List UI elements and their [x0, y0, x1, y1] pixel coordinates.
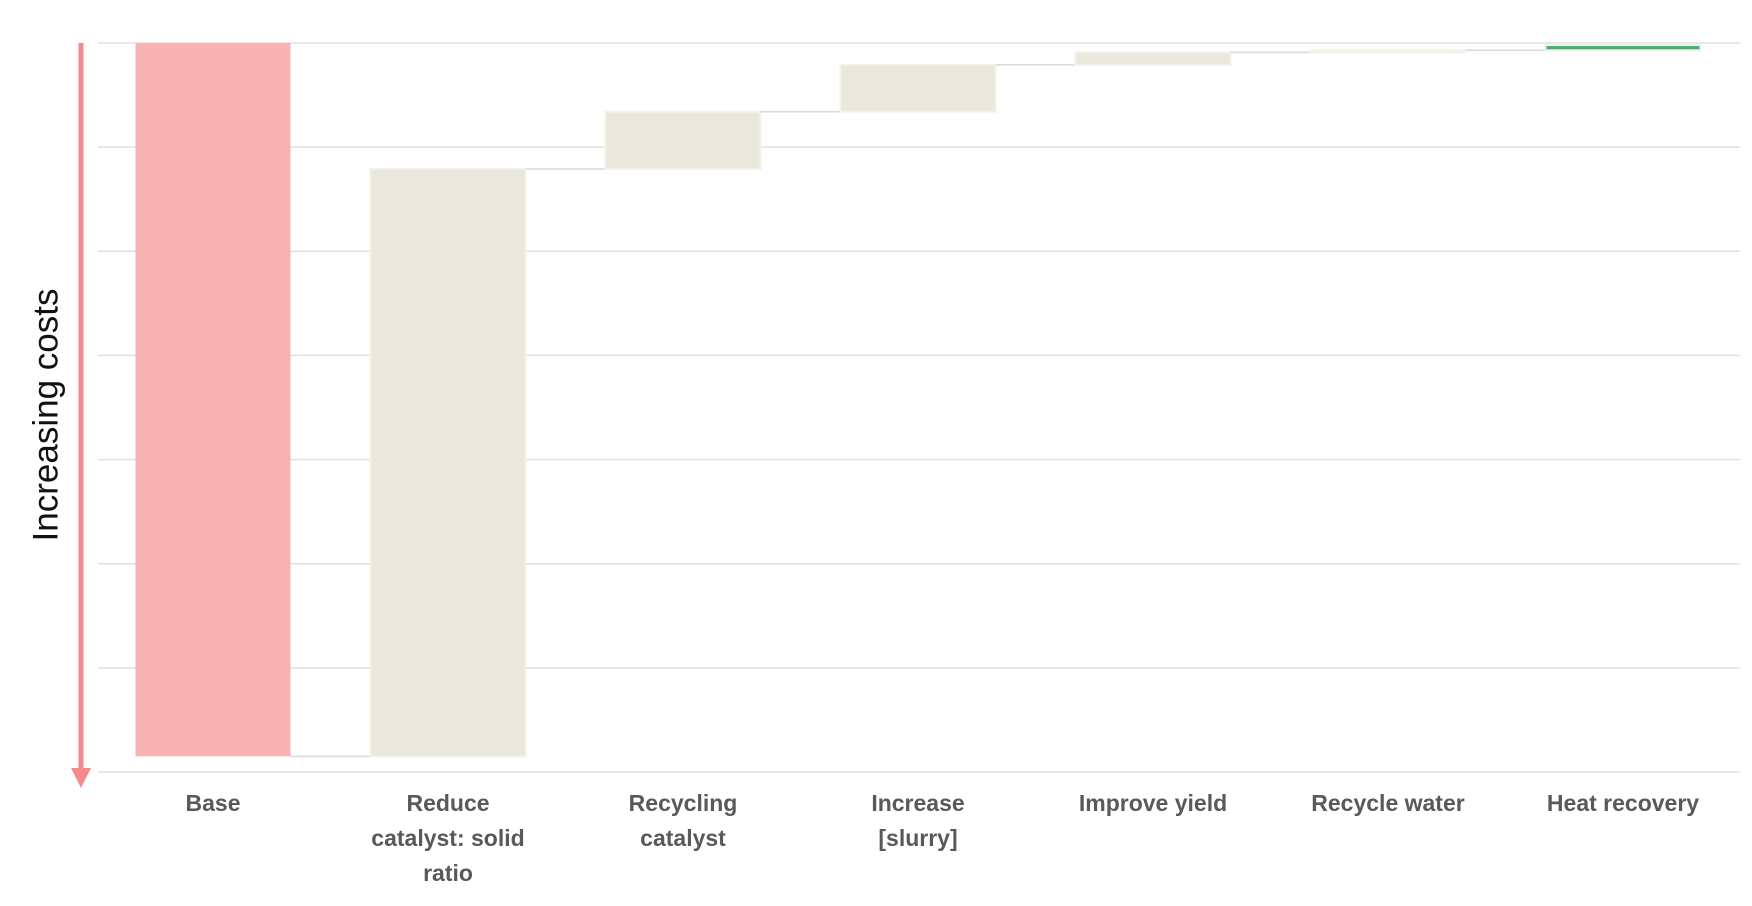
x-tick-line: Base [186, 790, 241, 816]
x-tick-label: Increase [slurry] [871, 790, 964, 851]
x-tick-label: Recycling catalyst [629, 790, 738, 851]
x-tick-line: Reduce [406, 790, 489, 816]
x-tick-line: [slurry] [878, 825, 957, 851]
x-tick-label: Base [186, 790, 241, 816]
bar [1309, 49, 1467, 54]
x-tick-line: Recycling [629, 790, 738, 816]
x-tick-label: Heat recovery [1547, 790, 1699, 816]
x-tick-line: Heat recovery [1547, 790, 1699, 816]
y-axis-label: Increasing costs [26, 289, 65, 542]
x-tick-label: Recycle water [1311, 790, 1464, 816]
x-tick-label: Improve yield [1079, 790, 1227, 816]
bar [839, 63, 997, 113]
bar [369, 168, 527, 758]
x-tick-line: Increase [871, 790, 964, 816]
bar [1544, 44, 1702, 52]
x-tick-line: Recycle water [1311, 790, 1464, 816]
x-tick-line: catalyst [640, 825, 726, 851]
bar [1074, 51, 1232, 66]
bar [135, 43, 291, 757]
x-tick-line: catalyst: solid [371, 825, 524, 851]
x-tick-line: ratio [423, 860, 473, 886]
x-tick-line: Improve yield [1079, 790, 1227, 816]
axis-arrow-head [71, 768, 91, 788]
bar [604, 110, 762, 171]
x-tick-label: Reduce catalyst: solid ratio [371, 790, 524, 886]
